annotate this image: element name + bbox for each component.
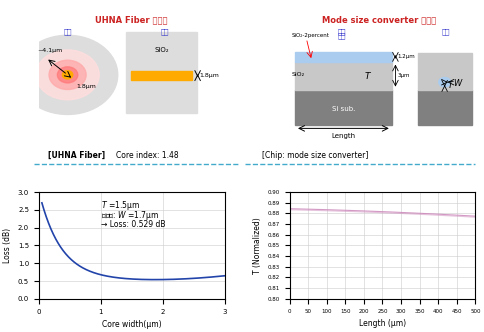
Y-axis label: T (Normalized): T (Normalized) [253,217,261,274]
Circle shape [49,60,86,90]
Bar [295,52,391,62]
Text: 측면: 측면 [336,32,345,39]
Bar [417,53,470,90]
Y-axis label: Loss (dB): Loss (dB) [3,228,12,263]
Bar [295,62,391,90]
Text: 측면: 측면 [336,28,345,35]
Text: $T$: $T$ [363,70,371,81]
Text: → Loss: 0.529 dB: → Loss: 0.529 dB [101,220,165,229]
Text: 최소값: $W$ =1.7μm: 최소값: $W$ =1.7μm [101,209,158,222]
Text: $T$: $T$ [447,79,454,90]
Text: SiO₂-2percent: SiO₂-2percent [291,33,329,38]
Circle shape [36,50,99,100]
Text: Core index: 1.48: Core index: 1.48 [116,151,179,160]
Text: [Chip: mode size converter]: [Chip: mode size converter] [261,151,367,160]
Text: 1.2μm: 1.2μm [397,54,415,59]
Text: SiO₂: SiO₂ [154,47,168,53]
Text: 정면: 정면 [63,28,72,35]
Text: [UHNA Fiber]: [UHNA Fiber] [48,151,106,160]
Text: Si sub.: Si sub. [331,106,354,112]
Text: $T$ =1.5μm: $T$ =1.5μm [101,199,140,211]
Circle shape [438,77,450,87]
Text: 1.8μm: 1.8μm [199,73,219,78]
X-axis label: Core width(μm): Core width(μm) [102,320,161,329]
X-axis label: Length (μm): Length (μm) [358,319,405,328]
Bar [295,90,391,125]
Circle shape [17,35,118,115]
Text: Mode size converter 단면도: Mode size converter 단면도 [321,16,435,25]
Text: SiO₂: SiO₂ [291,72,304,77]
Bar [126,32,197,113]
Text: 정면: 정면 [440,28,449,35]
Text: 3μm: 3μm [397,73,409,78]
Bar [131,71,192,80]
Text: UHNA Fiber 단면도: UHNA Fiber 단면도 [95,16,167,25]
Text: $W$: $W$ [452,77,462,88]
Text: Length: Length [331,133,355,139]
Text: 1.8μm: 1.8μm [76,84,96,89]
Circle shape [57,67,77,83]
Text: 측면: 측면 [161,28,169,35]
Circle shape [62,71,73,79]
Text: ~4.1μm: ~4.1μm [37,48,62,53]
Bar [417,90,470,125]
